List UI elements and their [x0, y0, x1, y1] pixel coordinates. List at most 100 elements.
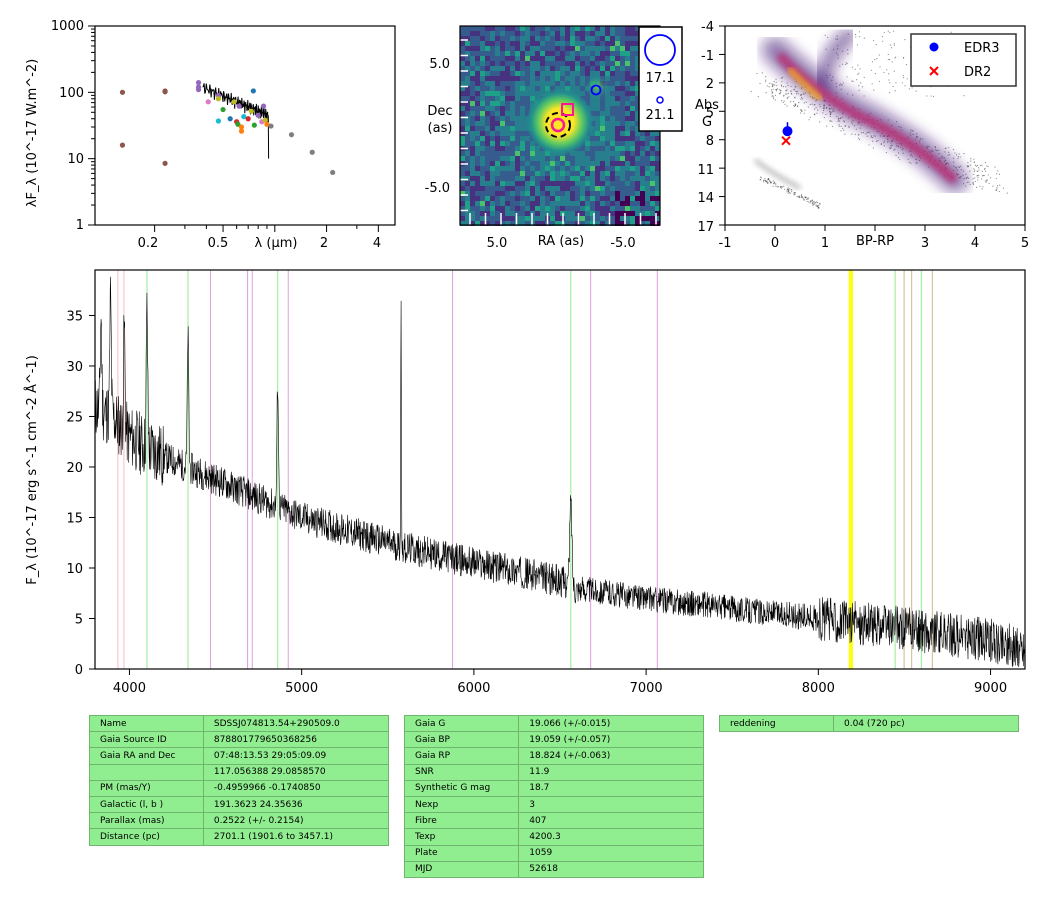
image-pixel	[475, 111, 480, 116]
image-pixel	[490, 61, 495, 66]
image-pixel	[500, 206, 505, 211]
sed-point	[241, 114, 247, 120]
hrd-x-tick-0: 0	[771, 236, 779, 251]
image-pixel	[485, 51, 490, 56]
image-pixel	[510, 166, 515, 171]
image-pixel	[565, 191, 570, 196]
image-pixel	[560, 166, 565, 171]
hrd-star-dot	[793, 88, 796, 90]
image-pixel	[525, 181, 530, 186]
legend-dr2-icon	[929, 66, 939, 76]
image-pixel	[580, 186, 585, 191]
image-pixel	[540, 36, 545, 41]
image-pixel	[515, 171, 520, 176]
image-pixel	[595, 111, 600, 116]
image-pixel	[605, 46, 610, 51]
hrd-star-dot	[779, 186, 782, 188]
image-pixel	[650, 131, 655, 136]
image-pixel	[620, 166, 625, 171]
image-pixel	[645, 201, 650, 206]
image-pixel	[485, 186, 490, 191]
image-pixel	[590, 206, 595, 211]
image-pixel	[560, 71, 565, 76]
image-pixel	[505, 221, 510, 226]
hrd-star-dot	[795, 90, 797, 92]
image-pixel	[615, 106, 620, 111]
image-pixel	[495, 51, 500, 56]
image-pixel	[535, 56, 540, 61]
image-pixel	[565, 81, 570, 86]
image-pixel	[625, 191, 630, 196]
hrd-star-dot	[859, 68, 861, 70]
image-pixel	[505, 66, 510, 71]
image-pixel	[585, 41, 590, 46]
image-pixel	[565, 221, 570, 226]
image-pixel	[460, 41, 465, 46]
hrd-star-dot	[829, 115, 831, 118]
image-pixel	[625, 26, 630, 31]
sed-point	[330, 169, 336, 176]
image-pixel	[555, 161, 560, 166]
image-pixel	[645, 131, 650, 136]
image-pixel	[570, 171, 575, 176]
image-pixel	[595, 211, 600, 216]
image-pixel	[615, 36, 620, 41]
image-pixel	[605, 141, 610, 146]
hrd-star-dot	[764, 177, 766, 180]
image-pixel	[515, 206, 520, 211]
hrd-star-dot	[774, 99, 776, 101]
hrd-star-dot	[841, 127, 844, 130]
image-pixel	[610, 56, 615, 61]
image-pixel	[645, 161, 650, 166]
image-y-label-1: Dec	[427, 104, 452, 119]
image-pixel	[550, 186, 555, 191]
image-pixel	[575, 41, 580, 46]
image-pixel	[465, 116, 470, 121]
image-pixel	[485, 41, 490, 46]
table-row: Galactic (l, b ) 191.3623 24.35636	[89, 795, 390, 814]
image-pixel	[520, 91, 525, 96]
hrd-star-dot	[837, 118, 839, 120]
hrd-star-dot	[858, 84, 860, 87]
hrd-star-dot	[897, 152, 900, 154]
image-pixel	[615, 161, 620, 166]
image-x-label: RA (as)	[538, 234, 584, 249]
hrd-star-dot	[775, 183, 777, 185]
image-pixel	[475, 91, 480, 96]
image-pixel	[550, 61, 555, 66]
image-pixel	[495, 76, 500, 81]
image-pixel	[580, 171, 585, 176]
image-pixel	[460, 121, 465, 126]
image-pixel	[460, 31, 465, 36]
hrd-star-dot	[790, 188, 792, 191]
image-pixel	[510, 201, 515, 206]
hrd-star-dot	[859, 35, 861, 38]
image-pixel	[585, 186, 590, 191]
image-pixel	[545, 171, 550, 176]
image-pixel	[570, 181, 575, 186]
image-pixel	[460, 221, 465, 226]
image-pixel	[650, 151, 655, 156]
image-pixel	[475, 191, 480, 196]
sed-point	[215, 118, 222, 124]
image-pixel	[610, 71, 615, 76]
image-pixel	[575, 201, 580, 206]
image-pixel	[550, 81, 555, 86]
image-pixel	[575, 166, 580, 171]
image-pixel	[470, 176, 475, 181]
image-pixel	[465, 126, 470, 131]
image-pixel	[600, 171, 605, 176]
hrd-star-dot	[816, 205, 819, 207]
image-pixel	[565, 216, 570, 221]
image-pixel	[485, 121, 490, 126]
hrd-star-dot	[972, 181, 974, 183]
hrd-star-dot	[863, 95, 865, 97]
image-pixel	[645, 191, 650, 196]
image-pixel	[540, 86, 545, 91]
image-pixel	[530, 196, 535, 201]
image-pixel	[510, 36, 515, 41]
image-pixel	[550, 201, 555, 206]
image-pixel	[605, 111, 610, 116]
image-pixel	[635, 101, 640, 106]
edr3-point	[782, 126, 793, 137]
